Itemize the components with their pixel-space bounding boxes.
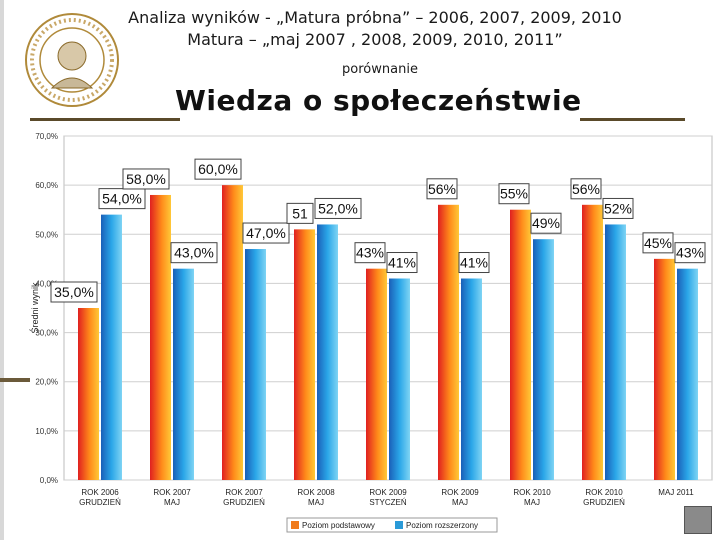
bar-basic	[294, 229, 315, 480]
bar-basic	[222, 185, 243, 480]
data-label-basic: 45%	[644, 235, 672, 251]
data-label-box	[98, 188, 146, 210]
bar-basic	[366, 268, 387, 480]
data-label-box	[530, 212, 562, 234]
data-label-basic: 51	[292, 205, 308, 221]
legend-box	[286, 517, 498, 533]
data-label-box	[602, 197, 634, 219]
x-tick-label: GRUDZIEŃ	[79, 498, 121, 507]
data-label-box	[426, 178, 458, 200]
data-label-extended: 54,0%	[102, 191, 142, 207]
data-label-extended: 41%	[388, 255, 416, 271]
left-border	[0, 0, 4, 540]
legend-swatch-basic	[291, 521, 299, 529]
bar-extended	[173, 268, 194, 480]
data-label-extended: 52,0%	[318, 200, 358, 216]
data-label-box	[458, 252, 490, 274]
bar-extended	[605, 224, 626, 480]
y-tick-label: 70,0%	[35, 132, 58, 141]
data-label-box	[50, 281, 98, 303]
x-tick-label: ROK 2007	[153, 488, 191, 497]
x-tick-label: ROK 2010	[585, 488, 623, 497]
data-label-box	[194, 158, 242, 180]
y-tick-label: 50,0%	[35, 230, 58, 239]
legend-swatch-extended	[395, 521, 403, 529]
data-label-extended: 41%	[460, 255, 488, 271]
school-seal-logo	[25, 13, 119, 107]
data-label-basic: 58,0%	[126, 171, 166, 187]
bar-basic	[78, 308, 99, 480]
bar-basic	[582, 204, 603, 481]
y-tick-label: 10,0%	[35, 427, 58, 436]
legend-label-basic: Poziom podstawowy	[302, 521, 375, 530]
x-tick-label: GRUDZIEŃ	[583, 498, 625, 507]
x-tick-label: ROK 2010	[513, 488, 551, 497]
title-rule-right	[580, 118, 685, 121]
title-rule-left	[30, 118, 180, 121]
bar-extended	[317, 224, 338, 480]
header-line-2: Matura – „maj 2007 , 2008, 2009, 2010, 2…	[187, 30, 563, 49]
bar-basic	[150, 194, 171, 480]
bar-extended	[533, 239, 554, 480]
data-label-box	[122, 168, 170, 190]
header-line-1: Analiza wyników - „Matura próbna” – 2006…	[128, 8, 622, 27]
y-axis-label: Średni wynik	[29, 282, 40, 334]
data-label-basic: 56%	[572, 181, 600, 197]
x-tick-label: MAJ	[164, 498, 180, 507]
data-label-box	[386, 252, 418, 274]
data-label-box	[498, 183, 530, 205]
data-label-box	[286, 202, 314, 224]
x-tick-label: ROK 2009	[369, 488, 407, 497]
data-label-box	[354, 242, 386, 264]
next-slide-button[interactable]	[684, 506, 712, 534]
y-tick-label: 0,0%	[40, 476, 58, 485]
data-label-box	[674, 242, 706, 264]
data-label-basic: 56%	[428, 181, 456, 197]
data-label-basic: 43%	[356, 245, 384, 261]
y-tick-label: 60,0%	[35, 181, 58, 190]
left-accent-line	[0, 378, 30, 382]
data-label-extended: 43,0%	[174, 245, 214, 261]
bar-extended	[677, 268, 698, 480]
bar-basic	[510, 209, 531, 480]
plot-area	[63, 135, 713, 481]
x-tick-label: ROK 2007	[225, 488, 263, 497]
data-label-box	[570, 178, 602, 200]
data-label-basic: 60,0%	[198, 161, 238, 177]
x-tick-label: ROK 2008	[297, 488, 335, 497]
x-tick-label: ROK 2009	[441, 488, 479, 497]
bar-extended	[461, 278, 482, 480]
header-line-3: porównanie	[342, 62, 418, 77]
data-label-box	[242, 222, 290, 244]
x-tick-label: STYCZEŃ	[369, 498, 407, 507]
data-label-box	[314, 197, 362, 219]
data-label-extended: 43%	[676, 245, 704, 261]
y-tick-label: 40,0%	[35, 279, 58, 288]
y-tick-label: 20,0%	[35, 378, 58, 387]
legend-label-extended: Poziom rozszerzony	[406, 521, 478, 530]
data-label-extended: 52%	[604, 200, 632, 216]
x-tick-label: MAJ	[524, 498, 540, 507]
data-label-basic: 35,0%	[54, 284, 94, 300]
data-label-basic: 55%	[500, 186, 528, 202]
x-tick-label: MAJ	[308, 498, 324, 507]
y-tick-label: 30,0%	[35, 329, 58, 338]
bar-basic	[438, 204, 459, 481]
x-tick-label: GRUDZIEŃ	[223, 498, 265, 507]
x-tick-label: MAJ 2011	[658, 488, 694, 497]
page-title: Wiedza o społeczeństwie	[175, 84, 582, 117]
bar-basic	[654, 258, 675, 480]
data-label-box	[642, 232, 674, 254]
x-tick-label: ROK 2006	[81, 488, 119, 497]
data-label-extended: 49%	[532, 215, 560, 231]
bar-extended	[245, 249, 266, 480]
bar-extended	[389, 278, 410, 480]
data-label-extended: 47,0%	[246, 225, 286, 241]
data-label-box	[170, 242, 218, 264]
bar-extended	[101, 214, 122, 480]
x-tick-label: MAJ	[452, 498, 468, 507]
